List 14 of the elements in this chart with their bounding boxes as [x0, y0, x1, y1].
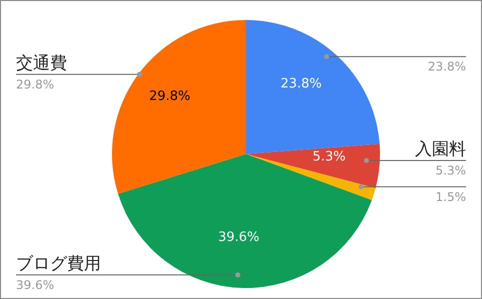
slice-label: 交通費: [16, 53, 67, 74]
text: 5.3%: [436, 163, 466, 178]
text: 23.8%: [428, 60, 466, 74]
pie-slice: [246, 144, 380, 188]
data-label: 1.5%: [436, 190, 466, 204]
slice-label: 入園料: [415, 139, 466, 160]
data-label: 39.6%: [218, 230, 260, 245]
slice-label: ブログ費用: [16, 254, 101, 274]
data-label: 5.3%: [312, 150, 346, 165]
text: 29.8%: [16, 77, 54, 92]
text: 39.6%: [16, 278, 54, 292]
data-label: 23.8%: [280, 76, 322, 92]
data-label: 29.8%: [149, 89, 190, 104]
pie-slice: [112, 20, 246, 194]
